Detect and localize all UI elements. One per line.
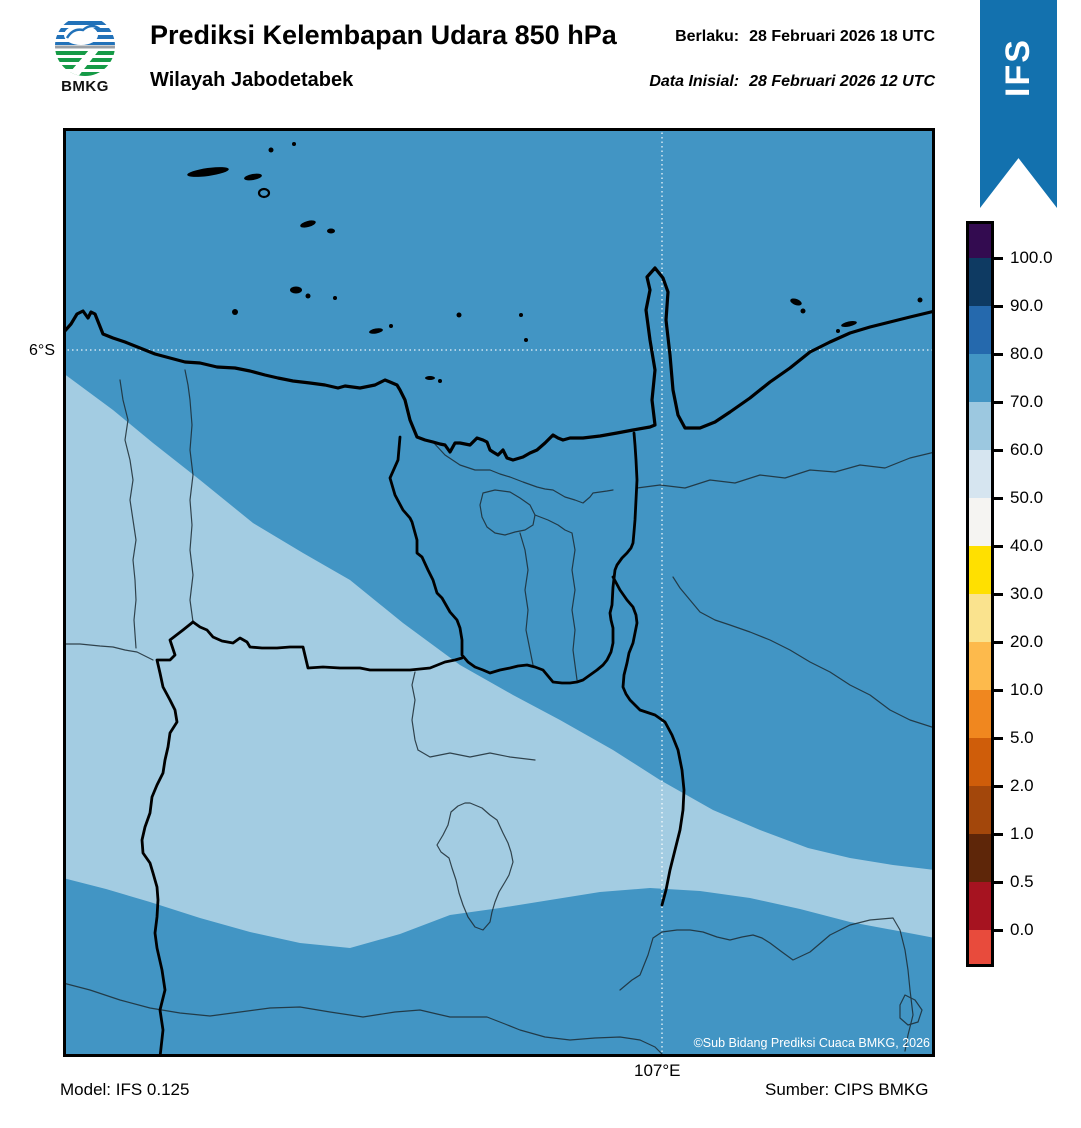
init-time-value: 28 Februari 2026 12 UTC: [749, 73, 935, 90]
init-time-line: Data Inisial: 28 Februari 2026 12 UTC: [649, 73, 935, 91]
colorbar-segment: [969, 306, 991, 354]
colorbar-segment: [969, 642, 991, 690]
colorbar-tick-label: 10.0: [1010, 680, 1044, 699]
colorbar-tick-label: 20.0: [1010, 632, 1044, 651]
colorbar-tick-label: 5.0: [1010, 728, 1034, 747]
colorbar-segment: [969, 834, 991, 882]
islands: [187, 142, 923, 383]
humidity-fill-60-70: [63, 373, 935, 948]
colorbar-tick: [994, 688, 1003, 692]
colorbar-segment: [969, 786, 991, 834]
colorbar-tick-label: 30.0: [1010, 584, 1044, 603]
colorbar-tick-label: 50.0: [1010, 488, 1044, 507]
bmkg-logo-icon: [55, 16, 115, 76]
copyright-label: ©Sub Bidang Prediksi Cuaca BMKG, 2026: [693, 1036, 930, 1050]
colorbar: 100.0 90.0 80.0 70.0 60.0 50.0 40.0 30.0 20.0 10.…: [966, 221, 1081, 967]
valid-time-label: Berlaku:: [675, 28, 740, 45]
source-label: Sumber: CIPS BMKG: [765, 1080, 929, 1099]
colorbar-tick: [994, 304, 1003, 308]
colorbar-tick-label: 90.0: [1010, 296, 1044, 315]
colorbar-tick: [994, 496, 1003, 500]
colorbar-tick-label: 40.0: [1010, 536, 1044, 555]
colorbar-tick: [994, 880, 1003, 884]
colorbar-tick: [994, 256, 1003, 260]
valid-time-line: Berlaku: 28 Februari 2026 18 UTC: [675, 28, 935, 46]
colorbar-tick: [994, 352, 1003, 356]
colorbar-tick: [994, 640, 1003, 644]
colorbar-tick: [994, 784, 1003, 788]
colorbar-tick: [994, 448, 1003, 452]
colorbar-segment: [969, 690, 991, 738]
colorbar-tick-label: 0.5: [1010, 872, 1034, 891]
colorbar-tick-label: 70.0: [1010, 392, 1044, 411]
colorbar-segment: [969, 498, 991, 546]
colorbar-tick: [994, 736, 1003, 740]
map-canvas: [61, 128, 937, 1059]
model-ribbon-label: IFS: [999, 37, 1037, 97]
colorbar-tick-label: 0.0: [1010, 920, 1034, 939]
map-border: [63, 128, 935, 1057]
colorbar-tick-label: 60.0: [1010, 440, 1044, 459]
colorbar-tick: [994, 592, 1003, 596]
colorbar-bar: [966, 221, 994, 967]
colorbar-segment: [969, 738, 991, 786]
model-label: Model: IFS 0.125: [60, 1080, 190, 1099]
map-panel: [61, 128, 937, 1059]
colorbar-tick-label: 80.0: [1010, 344, 1044, 363]
colorbar-segment: [969, 546, 991, 594]
page-title: Prediksi Kelembapan Udara 850 hPa: [150, 20, 617, 50]
page-subtitle: Wilayah Jabodetabek: [150, 69, 354, 91]
colorbar-tick: [994, 544, 1003, 548]
colorbar-segment: [969, 882, 991, 930]
colorbar-tick-label: 2.0: [1010, 776, 1034, 795]
model-ribbon: IFS: [980, 0, 1057, 208]
latitude-tick-label: 6°S: [29, 342, 55, 359]
colorbar-segment: [969, 224, 991, 258]
colorbar-tick-label: 1.0: [1010, 824, 1034, 843]
district-boundaries: [62, 369, 936, 1058]
coastline: [61, 266, 937, 462]
bmkg-logo-label: BMKG: [61, 78, 109, 95]
init-time-label: Data Inisial:: [649, 73, 740, 90]
valid-time-value: 28 Februari 2026 18 UTC: [749, 28, 935, 45]
colorbar-segment: [969, 258, 991, 306]
colorbar-tick: [994, 400, 1003, 404]
colorbar-ticks: 100.0 90.0 80.0 70.0 60.0 50.0 40.0 30.0 20.0 10.…: [994, 224, 1080, 964]
colorbar-segment: [969, 930, 991, 964]
colorbar-tick: [994, 928, 1003, 932]
colorbar-tick-label: 100.0: [1010, 248, 1053, 267]
longitude-tick-label: 107°E: [634, 1061, 681, 1080]
province-boundaries: [140, 431, 686, 1059]
colorbar-segment: [969, 594, 991, 642]
colorbar-segment: [969, 402, 991, 450]
colorbar-segment: [969, 354, 991, 402]
colorbar-tick: [994, 832, 1003, 836]
colorbar-segment: [969, 450, 991, 498]
